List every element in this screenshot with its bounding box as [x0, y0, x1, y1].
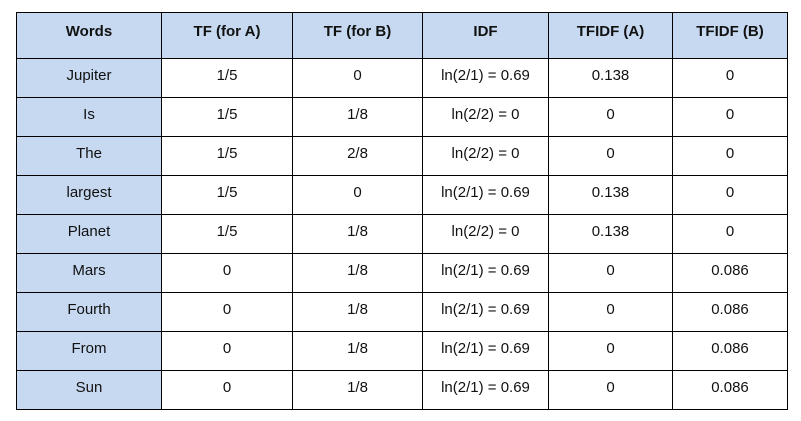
table-row: From 0 1/8 ln(2/1) = 0.69 0 0.086: [16, 331, 788, 371]
table-row: largest 1/5 0 ln(2/1) = 0.69 0.138 0: [16, 175, 788, 215]
value-cell: 0: [672, 136, 788, 176]
word-cell: Fourth: [16, 292, 162, 332]
word-cell: Planet: [16, 214, 162, 254]
value-cell: 0: [161, 370, 293, 410]
value-cell: 1/5: [161, 136, 293, 176]
word-cell: Mars: [16, 253, 162, 293]
value-cell: 1/5: [161, 214, 293, 254]
value-cell: ln(2/2) = 0: [422, 136, 549, 176]
header-cell: TF (for B): [292, 12, 423, 59]
table-row: Mars 0 1/8 ln(2/1) = 0.69 0 0.086: [16, 253, 788, 293]
value-cell: 1/8: [292, 370, 423, 410]
value-cell: 1/5: [161, 97, 293, 137]
value-cell: ln(2/1) = 0.69: [422, 292, 549, 332]
word-cell: Jupiter: [16, 58, 162, 98]
value-cell: 0.086: [672, 331, 788, 371]
header-cell: TFIDF (A): [548, 12, 673, 59]
value-cell: 2/8: [292, 136, 423, 176]
value-cell: 0: [672, 175, 788, 215]
value-cell: 0.086: [672, 292, 788, 332]
header-cell: TF (for A): [161, 12, 293, 59]
value-cell: 1/8: [292, 214, 423, 254]
value-cell: 0: [548, 136, 673, 176]
value-cell: ln(2/1) = 0.69: [422, 175, 549, 215]
value-cell: 1/5: [161, 58, 293, 98]
value-cell: 1/8: [292, 292, 423, 332]
value-cell: 0: [161, 253, 293, 293]
header-cell: IDF: [422, 12, 549, 59]
value-cell: 0: [161, 331, 293, 371]
table-header: Words TF (for A) TF (for B) IDF TFIDF (A) TFI…: [16, 12, 788, 59]
value-cell: 0: [672, 214, 788, 254]
value-cell: 0.138: [548, 214, 673, 254]
value-cell: ln(2/2) = 0: [422, 214, 549, 254]
word-cell: From: [16, 331, 162, 371]
value-cell: 0: [548, 292, 673, 332]
value-cell: 0: [292, 58, 423, 98]
value-cell: 0: [672, 97, 788, 137]
table-row: Jupiter 1/5 0 ln(2/1) = 0.69 0.138 0: [16, 58, 788, 98]
value-cell: 0: [548, 331, 673, 371]
value-cell: ln(2/1) = 0.69: [422, 331, 549, 371]
value-cell: 0: [292, 175, 423, 215]
value-cell: 0: [548, 253, 673, 293]
value-cell: ln(2/2) = 0: [422, 97, 549, 137]
value-cell: 0.138: [548, 58, 673, 98]
value-cell: 1/8: [292, 253, 423, 293]
word-cell: Sun: [16, 370, 162, 410]
value-cell: 1/8: [292, 97, 423, 137]
header-cell: Words: [16, 12, 162, 59]
word-cell: largest: [16, 175, 162, 215]
value-cell: 0: [548, 370, 673, 410]
value-cell: 1/8: [292, 331, 423, 371]
word-cell: The: [16, 136, 162, 176]
table-body: Jupiter 1/5 0 ln(2/1) = 0.69 0.138 0 Is 1/5 1/8 l…: [16, 58, 788, 410]
value-cell: 0: [672, 58, 788, 98]
value-cell: 0: [548, 97, 673, 137]
word-cell: Is: [16, 97, 162, 137]
table-row: Planet 1/5 1/8 ln(2/2) = 0 0.138 0: [16, 214, 788, 254]
table-row: Sun 0 1/8 ln(2/1) = 0.69 0 0.086: [16, 370, 788, 410]
value-cell: 0.086: [672, 370, 788, 410]
value-cell: 0.086: [672, 253, 788, 293]
value-cell: 0: [161, 292, 293, 332]
value-cell: ln(2/1) = 0.69: [422, 58, 549, 98]
header-row: Words TF (for A) TF (for B) IDF TFIDF (A) TFI…: [16, 12, 788, 59]
value-cell: ln(2/1) = 0.69: [422, 370, 549, 410]
value-cell: 1/5: [161, 175, 293, 215]
value-cell: 0.138: [548, 175, 673, 215]
tfidf-table: Words TF (for A) TF (for B) IDF TFIDF (A) TFI…: [16, 12, 788, 410]
header-cell: TFIDF (B): [672, 12, 788, 59]
value-cell: ln(2/1) = 0.69: [422, 253, 549, 293]
table-row: Fourth 0 1/8 ln(2/1) = 0.69 0 0.086: [16, 292, 788, 332]
